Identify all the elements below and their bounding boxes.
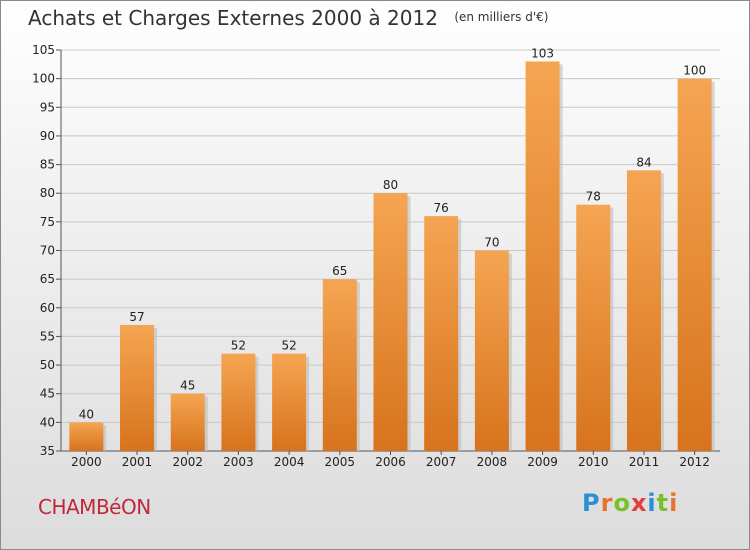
data-label: 100 [683, 64, 706, 78]
y-tick-label: 95 [40, 100, 55, 114]
x-tick-label: 2009 [527, 455, 558, 469]
data-label: 80 [383, 178, 398, 192]
bar [120, 324, 155, 451]
data-label: 65 [332, 264, 347, 278]
proxiti-logo: Proxiti [582, 489, 678, 517]
bar [576, 204, 611, 451]
logo-letter: i [669, 489, 679, 517]
x-tick-label: 2005 [325, 455, 356, 469]
bars [69, 61, 715, 452]
y-tick-label: 100 [32, 72, 55, 86]
bar [525, 61, 560, 451]
bar [677, 78, 712, 452]
chart-title-unit: (en milliers d'€) [454, 10, 549, 24]
x-tick-label: 2007 [426, 455, 457, 469]
data-label: 52 [231, 339, 246, 353]
x-tick-label: 2006 [375, 455, 406, 469]
y-tick-label: 85 [40, 158, 55, 172]
bar [474, 250, 509, 451]
x-tick-label: 2010 [578, 455, 609, 469]
logo-letter: r [600, 489, 614, 517]
y-tick-label: 50 [40, 358, 55, 372]
logo-letter: x [630, 489, 648, 517]
data-label: 57 [129, 310, 144, 324]
bar [170, 393, 205, 451]
data-label: 103 [531, 46, 554, 60]
logo-letter: o [613, 489, 631, 517]
axes: 35 40 45 50 55 60 65 70 75 80 85 90 95 100 105 2000 2001… [32, 43, 720, 469]
logo-letter: i [647, 489, 657, 517]
bar [69, 422, 104, 451]
data-label: 84 [636, 155, 651, 169]
y-tick-label: 75 [40, 215, 55, 229]
y-tick-label: 90 [40, 129, 55, 143]
bar [626, 170, 661, 452]
data-label: 52 [281, 339, 296, 353]
x-tick-label: 2000 [71, 455, 102, 469]
y-tick-label: 45 [40, 387, 55, 401]
y-tick-label: 40 [40, 415, 55, 429]
x-tick-label: 2011 [629, 455, 660, 469]
data-label: 78 [586, 190, 601, 204]
logo-letter: P [582, 489, 601, 517]
x-tick-label: 2003 [223, 455, 254, 469]
data-label: 70 [484, 236, 499, 250]
commune-name: CHAMBéON [38, 495, 151, 519]
x-tick-label: 2012 [679, 455, 710, 469]
data-label: 45 [180, 379, 195, 393]
chart-title: Achats et Charges Externes 2000 à 2012 (… [28, 6, 548, 30]
y-tick-label: 105 [32, 43, 55, 57]
logo-letter: t [656, 489, 670, 517]
x-tick-label: 2004 [274, 455, 305, 469]
data-label: 40 [79, 407, 94, 421]
bar [373, 193, 408, 451]
x-tick-label: 2002 [172, 455, 203, 469]
bar [272, 353, 307, 451]
y-tick-label: 55 [40, 329, 55, 343]
bar [424, 216, 459, 451]
bar [221, 353, 256, 451]
chart-title-main: Achats et Charges Externes 2000 à 2012 [28, 6, 438, 30]
y-tick-label: 60 [40, 301, 55, 315]
x-tick-label: 2001 [122, 455, 153, 469]
bar [322, 279, 357, 451]
y-tick-label: 70 [40, 244, 55, 258]
labels: 40 57 45 52 52 65 80 76 70 103 78 84 100 [79, 46, 706, 421]
y-tick-label: 80 [40, 186, 55, 200]
x-tick-label: 2008 [477, 455, 508, 469]
data-label: 76 [434, 201, 449, 215]
y-tick-label: 35 [40, 444, 55, 458]
y-tick-label: 65 [40, 272, 55, 286]
